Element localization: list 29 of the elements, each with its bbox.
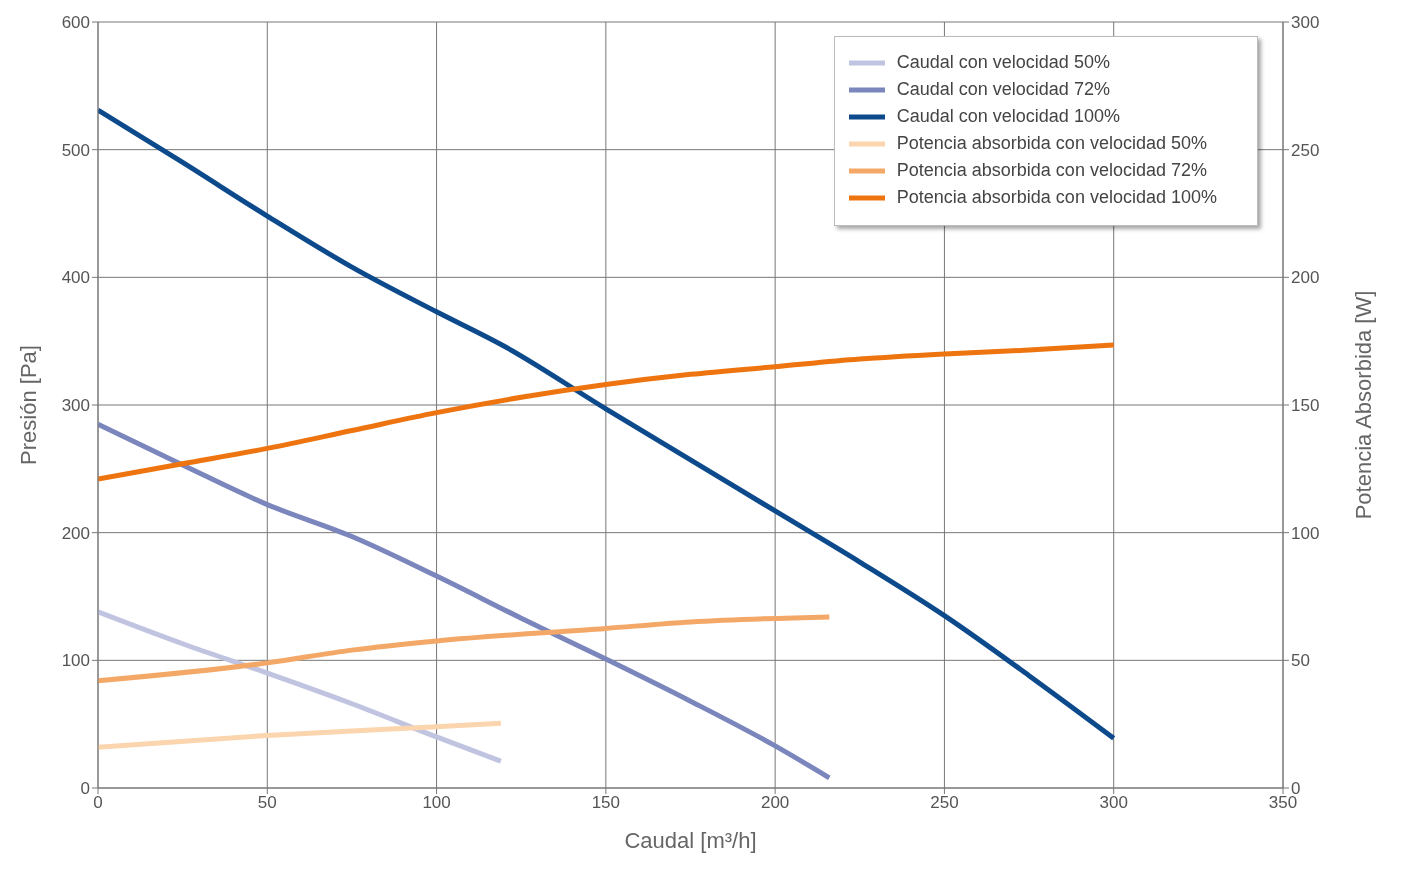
y2-tick-label: 50 [1291,651,1310,671]
x-tick-label: 300 [1099,793,1128,813]
legend-label: Potencia absorbida con velocidad 100% [896,187,1217,208]
y-tick-label: 400 [61,268,90,288]
y-axis-title: Presión [Pa] [15,345,41,465]
x-tick-label: 0 [93,793,103,813]
x-tick-label: 250 [930,793,959,813]
x-tick-label: 200 [760,793,790,813]
y-tick-label: 300 [61,396,90,416]
x-tick-label: 50 [257,793,277,813]
legend-label: Potencia absorbida con velocidad 50% [896,133,1207,154]
y2-tick-label: 250 [1291,140,1320,160]
y2-tick-label: 200 [1291,268,1320,288]
y-tick-label: 500 [61,140,90,160]
legend-label: Caudal con velocidad 100% [896,106,1120,127]
y2-axis-title: Potencia Absorbida [W] [1350,290,1376,520]
y-tick-label: 200 [61,523,90,543]
legend-label: Caudal con velocidad 72% [896,79,1110,100]
x-tick-label: 150 [591,793,621,813]
legend-label: Caudal con velocidad 50% [896,52,1110,73]
y-tick-label: 600 [61,13,90,33]
y2-tick-label: 100 [1291,523,1320,543]
y2-tick-label: 150 [1291,396,1320,416]
y-tick-label: 100 [61,651,90,671]
x-axis-title: Caudal [m³/h] [624,828,757,853]
legend-label: Potencia absorbida con velocidad 72% [896,160,1207,181]
y-tick-label: 0 [80,779,90,799]
y2-tick-label: 300 [1291,13,1320,33]
x-tick-label: 100 [422,793,451,813]
